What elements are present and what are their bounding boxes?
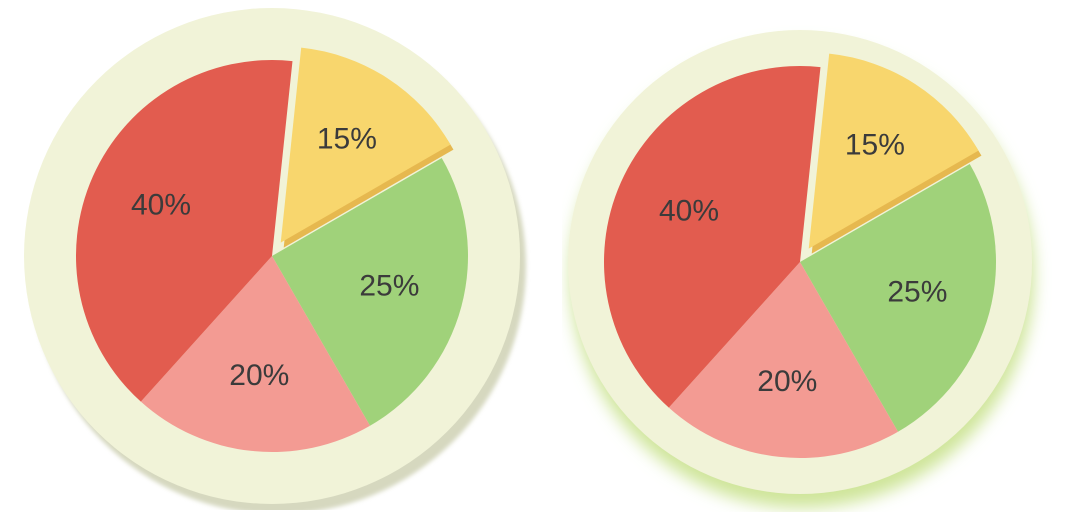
- slice-label-0: 15%: [317, 123, 377, 156]
- slice-label-0: 15%: [845, 129, 905, 162]
- pie-right-svg: 15% 25% 20% 40%: [562, 22, 1052, 512]
- slice-label-2: 20%: [757, 365, 817, 398]
- slice-label-1: 25%: [887, 275, 947, 308]
- slice-label-2: 20%: [229, 359, 289, 392]
- pie-left-svg: 15% 25% 20% 40%: [24, 0, 534, 510]
- stage: 15% 25% 20% 40% 15% 25% 20% 40%: [0, 0, 1069, 517]
- slice-label-3: 40%: [131, 188, 191, 221]
- pie-chart-left: 15% 25% 20% 40%: [24, 0, 534, 510]
- pie-chart-right: 15% 25% 20% 40%: [562, 22, 1052, 512]
- slice-label-3: 40%: [659, 194, 719, 227]
- slice-label-1: 25%: [359, 269, 419, 302]
